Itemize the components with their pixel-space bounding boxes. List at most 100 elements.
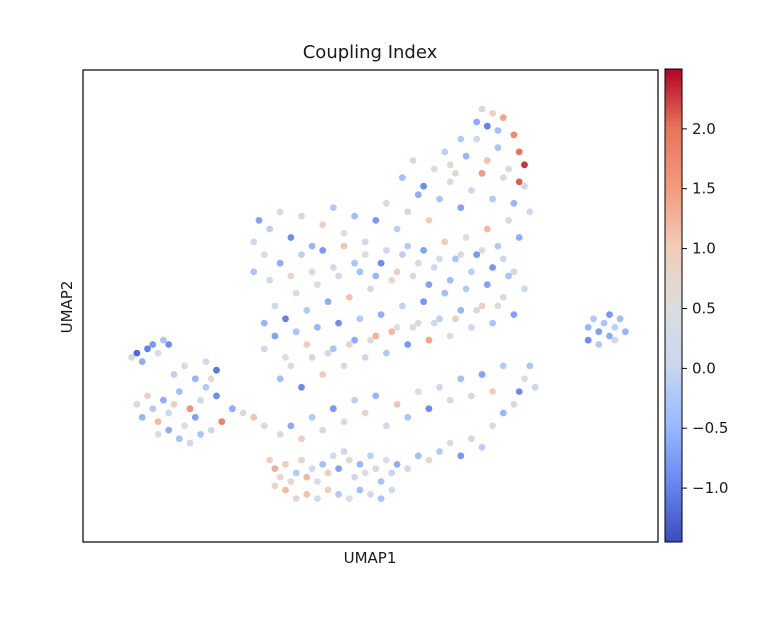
scatter-point [319,461,327,468]
scatter-point [319,371,327,378]
scatter-point [191,413,199,421]
scatter-point [388,469,396,477]
scatter-point [351,396,358,404]
scatter-point [430,165,438,173]
scatter-point [606,311,613,318]
scatter-point [377,478,385,485]
scatter-point [154,431,162,438]
scatter-point [361,409,369,417]
scatter-point [335,319,342,327]
scatter-point [250,413,258,421]
scatter-point [276,375,284,383]
scatter-point [266,456,273,464]
scatter-point [138,358,146,365]
scatter-point [345,456,353,464]
scatter-point [478,302,486,310]
scatter-point [138,413,146,421]
scatter-point [149,405,157,413]
scatter-point [515,178,523,186]
scatter-point [388,328,396,336]
scatter-point [324,486,332,494]
scatter-point [499,362,507,370]
scatter-point [308,413,316,421]
scatter-point [372,465,380,472]
scatter-points [128,105,629,502]
scatter-point [510,311,518,318]
scatter-point [149,341,157,348]
scatter-point [393,324,401,331]
scatter-point [271,332,279,340]
scatter-point [473,306,481,314]
scatter-point [340,362,348,370]
scatter-point [452,315,459,323]
scatter-point [499,255,507,263]
scatter-point [351,473,358,481]
scatter-point [271,465,279,472]
scatter-point [393,268,401,276]
scatter-point [457,135,465,143]
scatter-point [399,251,406,258]
scatter-point [175,388,183,395]
scatter-point [515,388,523,395]
scatter-point [425,281,433,288]
scatter-point [292,495,300,502]
scatter-point [478,169,486,177]
scatter-point [229,405,236,413]
scatter-point [276,208,284,216]
scatter-point [441,289,449,297]
scatter-point [457,452,465,460]
scatter-point [446,178,454,186]
scatter-point [483,157,491,164]
scatter-point [361,251,369,258]
scatter-point [622,328,629,336]
scatter-point [287,478,295,485]
scatter-point [393,461,401,468]
scatter-point [298,251,305,258]
scatter-point [600,319,608,327]
scatter-point [590,315,597,323]
scatter-point [154,418,162,425]
scatter-point [165,409,173,417]
scatter-point [478,371,486,378]
scatter-point [207,375,215,383]
scatter-point [499,114,507,122]
scatter-point [356,486,364,494]
scatter-point [298,435,305,443]
scatter-point [303,341,311,348]
scatter-point [292,469,300,477]
scatter-point [521,285,528,293]
scatter-point [287,362,295,370]
scatter-point [282,354,289,361]
scatter-point [430,264,438,271]
scatter-point [282,315,289,323]
scatter-point [202,358,210,365]
scatter-point [144,345,151,353]
colorbar-tick-label: 0.5 [692,300,716,318]
scatter-point [505,272,512,280]
scatter-point [473,118,481,126]
scatter-point [372,272,380,280]
scatter-point [409,272,417,280]
scatter-point [441,238,449,246]
scatter-point [462,152,470,160]
scatter-point [383,349,390,357]
scatter-point [452,255,459,263]
scatter-point [207,426,215,434]
colorbar-tick-label: 1.5 [692,180,716,198]
scatter-point [404,208,412,216]
scatter-point [499,174,507,182]
scatter-point [260,251,268,258]
scatter-point [361,238,369,246]
scatter-point [314,281,321,288]
scatter-point [420,298,427,306]
scatter-point [457,306,465,314]
scatter-point [170,401,178,408]
scatter-point [388,276,396,284]
scatter-point [377,495,385,502]
scatter-point [356,268,364,276]
scatter-point [292,328,300,336]
scatter-point [505,165,512,173]
scatter-point [345,341,353,348]
scatter-point [255,217,263,224]
